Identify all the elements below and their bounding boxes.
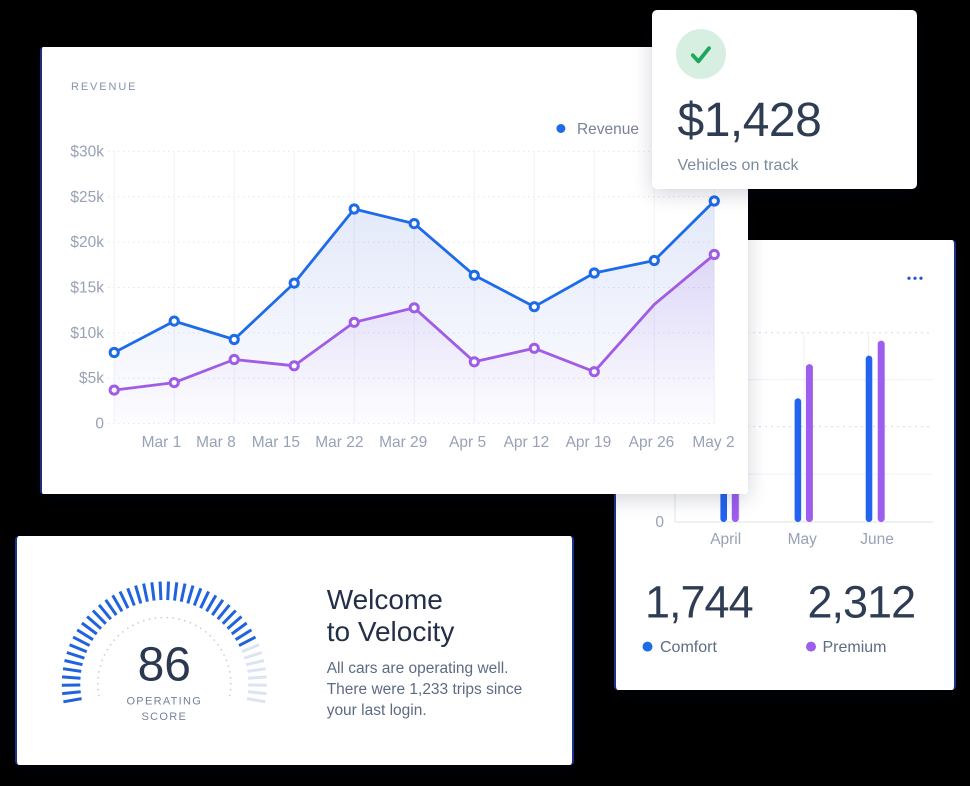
svg-text:April: April <box>710 531 741 548</box>
svg-text:1,744: 1,744 <box>645 577 753 628</box>
svg-text:Comfort: Comfort <box>660 639 717 656</box>
svg-text:REVENUE: REVENUE <box>71 81 137 93</box>
svg-text:Apr 5: Apr 5 <box>449 434 486 451</box>
svg-text:$15k: $15k <box>71 279 105 296</box>
svg-text:May 2: May 2 <box>693 434 735 451</box>
svg-text:Mar 1: Mar 1 <box>142 434 182 451</box>
svg-text:2,312: 2,312 <box>808 577 916 628</box>
svg-text:$5k: $5k <box>79 370 104 387</box>
svg-text:0: 0 <box>96 416 105 433</box>
svg-text:Mar 22: Mar 22 <box>315 434 363 451</box>
svg-text:Revenue: Revenue <box>577 121 639 138</box>
svg-text:$25k: $25k <box>71 189 105 206</box>
svg-text:Apr 26: Apr 26 <box>629 434 675 451</box>
svg-text:$10k: $10k <box>71 325 105 342</box>
svg-text:Apr 12: Apr 12 <box>504 434 550 451</box>
svg-text:$30k: $30k <box>71 143 105 160</box>
svg-text:Mar 29: Mar 29 <box>379 434 427 451</box>
svg-text:Mar 8: Mar 8 <box>196 434 236 451</box>
svg-text:Mar 15: Mar 15 <box>252 434 300 451</box>
svg-text:Apr 19: Apr 19 <box>566 434 612 451</box>
svg-text:OPERATING: OPERATING <box>126 695 202 707</box>
svg-text:86: 86 <box>137 639 190 692</box>
svg-text:0: 0 <box>655 514 664 531</box>
svg-text:SCORE: SCORE <box>141 711 187 723</box>
svg-text:Premium: Premium <box>823 639 887 656</box>
svg-text:$20k: $20k <box>71 234 105 251</box>
svg-text:June: June <box>860 531 894 548</box>
svg-text:May: May <box>788 531 818 548</box>
